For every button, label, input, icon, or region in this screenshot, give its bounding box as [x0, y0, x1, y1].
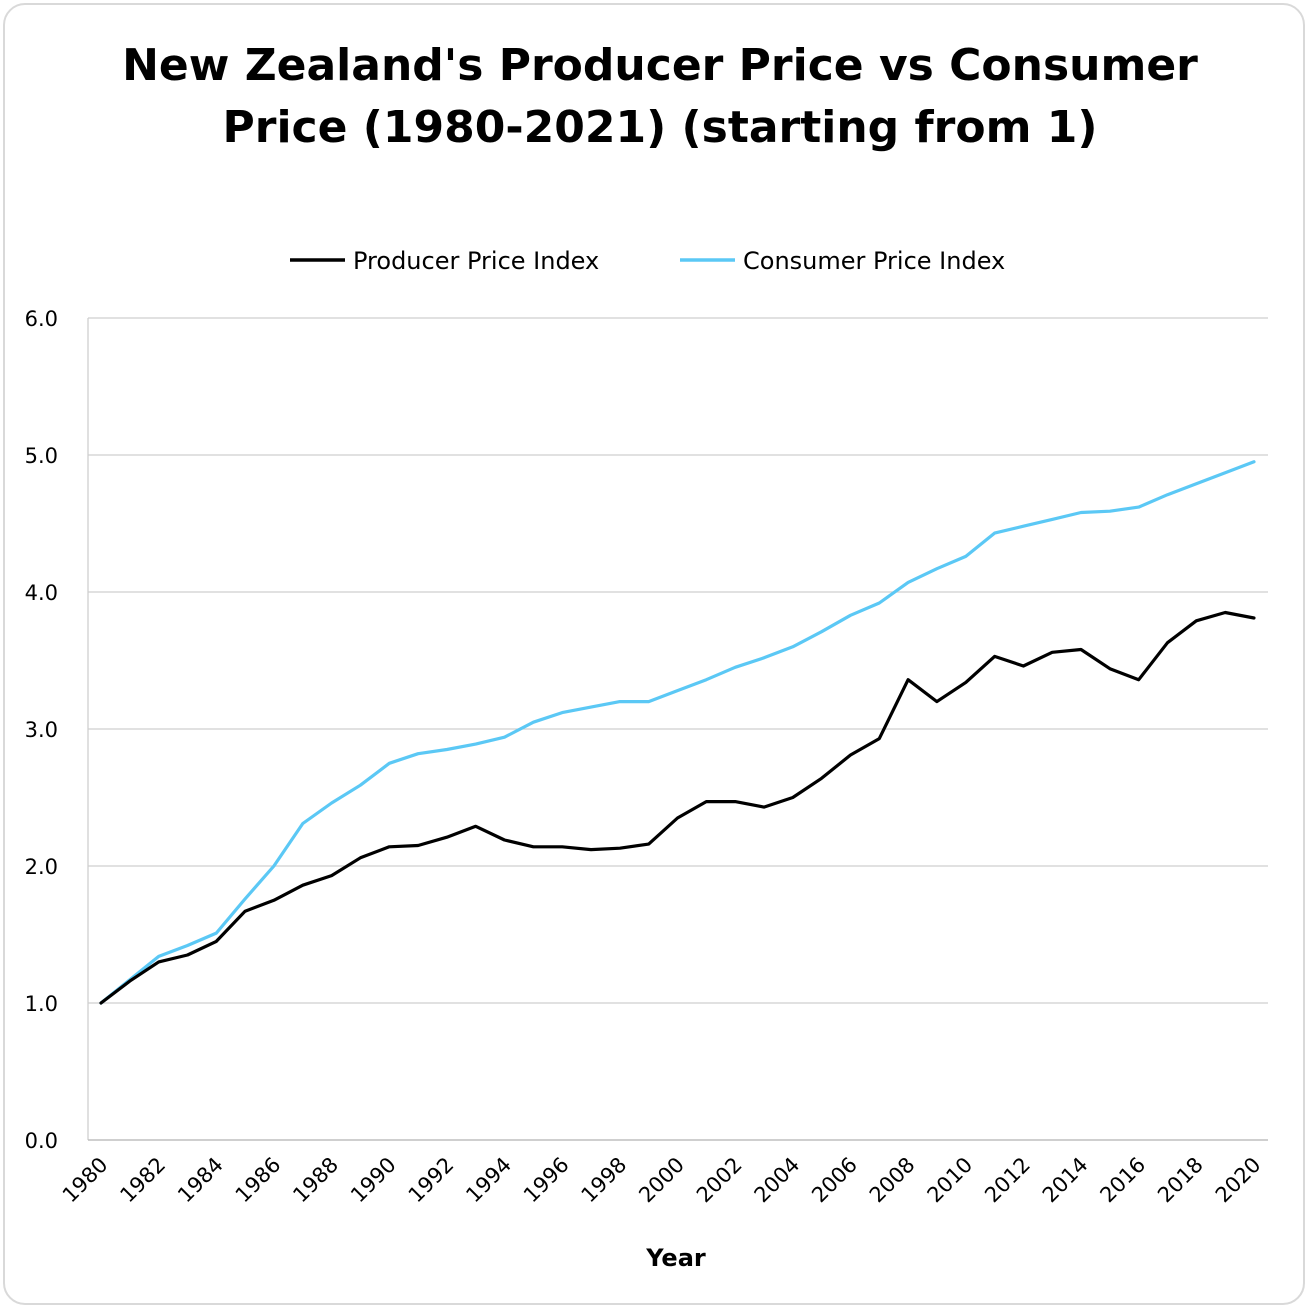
y-tick-labels: 0.0 1.0 2.0 3.0 4.0 5.0 6.0 [25, 307, 58, 1153]
y-tick-label: 3.0 [25, 718, 58, 742]
series-lines [99, 460, 1256, 1005]
x-tick-label: 2020 [1211, 1153, 1266, 1208]
legend: Producer Price Index Consumer Price Index [290, 247, 1005, 275]
gridlines [88, 317, 1268, 1004]
x-tick-label: 2018 [1153, 1153, 1208, 1208]
x-tick-label: 2010 [923, 1153, 978, 1208]
y-tick-label: 4.0 [25, 581, 58, 605]
x-tick-label: 2012 [980, 1153, 1035, 1208]
y-tick-label: 0.0 [25, 1129, 58, 1153]
y-tick-label: 6.0 [25, 307, 58, 331]
x-tick-label: 1996 [519, 1153, 574, 1208]
series-line-consumer-price-index [99, 460, 1256, 1005]
x-tick-label: 1994 [461, 1153, 516, 1208]
x-tick-label: 2008 [865, 1153, 920, 1208]
x-axis-title: Year [645, 1244, 706, 1272]
axes [87, 318, 1268, 1141]
legend-label: Consumer Price Index [743, 247, 1005, 275]
x-tick-label: 1986 [231, 1153, 286, 1208]
x-tick-label: 1990 [346, 1153, 401, 1208]
x-tick-label: 2004 [750, 1153, 805, 1208]
x-tick-label: 1998 [577, 1153, 632, 1208]
y-tick-label: 1.0 [25, 992, 58, 1016]
x-tick-label: 1992 [404, 1153, 459, 1208]
series-line-producer-price-index [99, 610, 1256, 1005]
x-tick-label: 1988 [288, 1153, 343, 1208]
y-tick-label: 5.0 [25, 444, 58, 468]
x-tick-label: 1980 [58, 1153, 113, 1208]
x-tick-labels: 1980 1982 1984 1986 1988 1990 1992 1994 1996 1998… [58, 1153, 1266, 1208]
chart-title: New Zealand's Producer Price vs Consumer… [122, 40, 1198, 153]
x-tick-label: 2006 [807, 1153, 862, 1208]
legend-label: Producer Price Index [353, 247, 599, 275]
x-tick-label: 1984 [173, 1153, 228, 1208]
x-tick-label: 2000 [634, 1153, 689, 1208]
x-tick-label: 2016 [1095, 1153, 1150, 1208]
x-tick-label: 1982 [115, 1153, 170, 1208]
y-tick-label: 2.0 [25, 855, 58, 879]
x-tick-label: 2014 [1038, 1153, 1093, 1208]
x-tick-label: 2002 [692, 1153, 747, 1208]
